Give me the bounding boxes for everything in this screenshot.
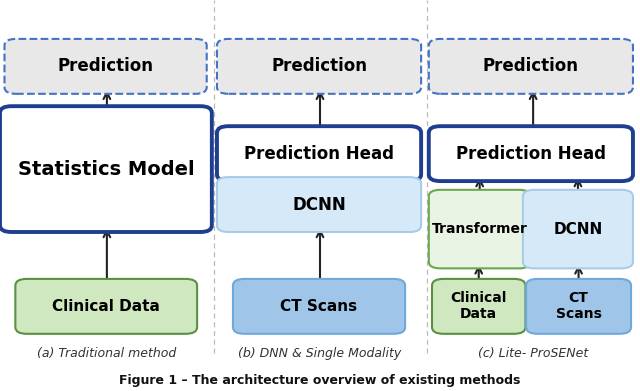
Text: Prediction Head: Prediction Head (456, 145, 606, 163)
FancyBboxPatch shape (217, 126, 421, 181)
FancyBboxPatch shape (217, 39, 421, 94)
Text: Figure 1 – The architecture overview of existing methods: Figure 1 – The architecture overview of … (119, 374, 521, 387)
Text: Prediction: Prediction (483, 57, 579, 75)
Text: Prediction Head: Prediction Head (244, 145, 394, 163)
Text: Prediction: Prediction (271, 57, 367, 75)
Text: (a) Traditional method: (a) Traditional method (37, 347, 177, 360)
FancyBboxPatch shape (0, 106, 212, 232)
Text: CT
Scans: CT Scans (556, 291, 602, 321)
Text: Clinical Data: Clinical Data (52, 299, 160, 314)
Text: Prediction: Prediction (58, 57, 154, 75)
Text: (c) Lite- ProSENet: (c) Lite- ProSENet (478, 347, 588, 360)
FancyBboxPatch shape (4, 39, 207, 94)
FancyBboxPatch shape (429, 190, 531, 268)
FancyBboxPatch shape (233, 279, 405, 334)
Text: Statistics Model: Statistics Model (18, 160, 194, 179)
FancyBboxPatch shape (217, 177, 421, 232)
FancyBboxPatch shape (15, 279, 197, 334)
Text: DCNN: DCNN (554, 222, 602, 237)
FancyBboxPatch shape (526, 279, 631, 334)
FancyBboxPatch shape (432, 279, 525, 334)
FancyBboxPatch shape (429, 126, 633, 181)
FancyBboxPatch shape (523, 190, 633, 268)
Text: CT Scans: CT Scans (280, 299, 358, 314)
Text: Transformer: Transformer (432, 222, 527, 236)
Text: (b) DNN & Single Modality: (b) DNN & Single Modality (238, 347, 402, 360)
FancyBboxPatch shape (429, 39, 633, 94)
Text: DCNN: DCNN (292, 196, 346, 213)
Text: Clinical
Data: Clinical Data (451, 291, 507, 321)
